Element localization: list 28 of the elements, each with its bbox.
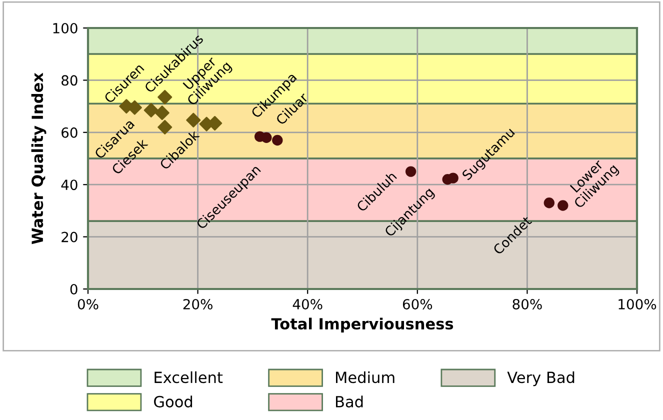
point xyxy=(558,200,568,211)
legend-label: Medium xyxy=(336,371,394,384)
y-tick-label: 0 xyxy=(70,284,78,294)
x-tick-label: 0% xyxy=(78,298,98,310)
point xyxy=(144,102,158,118)
y-tick-label: 20 xyxy=(62,232,78,242)
point xyxy=(186,112,201,128)
legend-label: Excellent xyxy=(154,371,223,384)
point xyxy=(154,106,170,120)
point xyxy=(405,166,416,177)
point xyxy=(272,134,283,146)
legend-label: Bad xyxy=(336,396,363,408)
y-axis-title: Water Quality Index xyxy=(31,72,46,244)
x-tick-label: 60% xyxy=(402,298,432,310)
x-axis-title: Total Imperviousness xyxy=(271,318,454,333)
x-tick-label: 80% xyxy=(512,298,542,310)
point xyxy=(544,198,555,208)
legend-label: Very Bad xyxy=(507,371,574,386)
y-tick-label: 40 xyxy=(61,180,78,190)
x-tick-label: 40% xyxy=(292,298,322,310)
point xyxy=(448,172,458,184)
x-tick-label: 100% xyxy=(618,298,656,310)
point xyxy=(261,132,272,143)
x-tick-label: 20% xyxy=(183,298,212,310)
y-tick-label: 100 xyxy=(53,22,78,34)
legend-label: Good xyxy=(154,396,192,408)
y-tick-label: 60 xyxy=(62,127,78,138)
y-tick-label: 80 xyxy=(62,75,78,86)
